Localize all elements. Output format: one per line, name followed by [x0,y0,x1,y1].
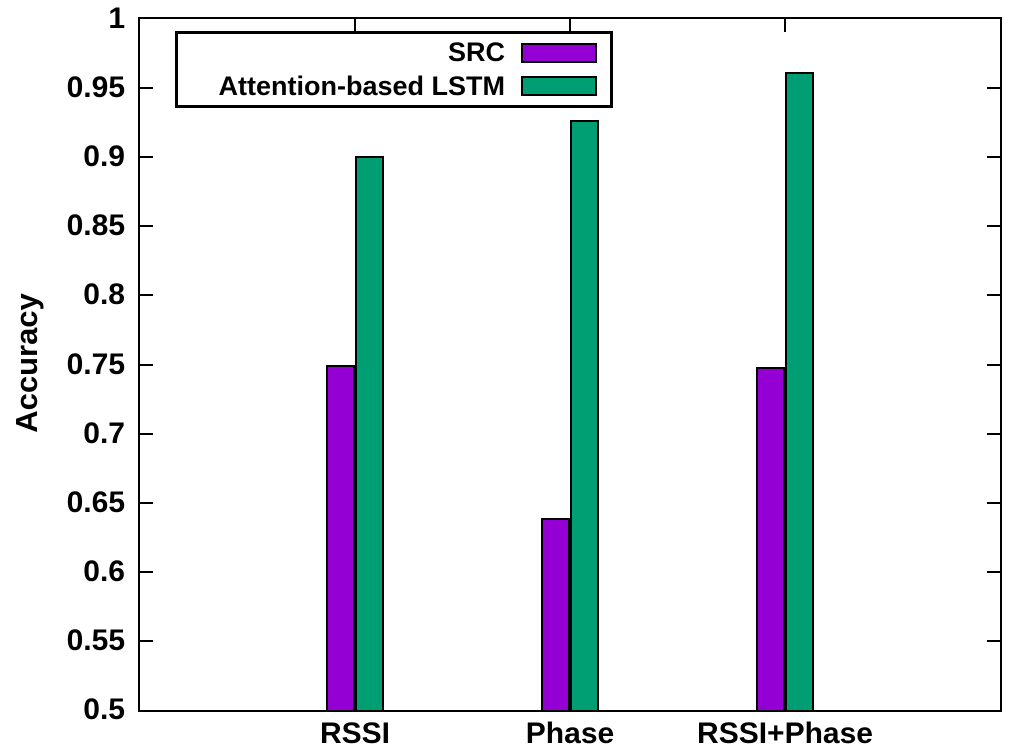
y-tick-label: 1 [108,2,125,35]
y-tick-mark [987,639,1000,642]
bar [570,119,599,712]
y-tick-label: 0.9 [83,140,125,174]
y-tick-mark [140,363,153,366]
y-tick-label: 0.8 [83,278,125,312]
y-tick-mark [140,294,153,297]
y-tick-mark [140,432,153,435]
y-tick-mark [987,432,1000,435]
bar [355,155,384,712]
legend-swatch [521,76,597,97]
y-tick-label: 0.55 [66,623,125,657]
y-tick-label: 0.75 [66,347,125,381]
y-tick-mark [140,639,153,642]
legend-label: SRC [447,37,505,68]
legend-box: SRC Attention-based LSTM [175,31,613,108]
bar [541,517,570,712]
y-tick-mark [987,156,1000,159]
x-tick-mark [784,19,786,32]
x-category-label: Phase [525,717,615,750]
y-tick-mark [140,570,153,573]
y-tick-label: 0.85 [66,209,125,243]
x-category-label: RSSI [319,717,391,750]
y-tick-label: 0.6 [83,554,125,588]
y-tick-mark [987,501,1000,504]
legend-item: Attention-based LSTM [178,70,610,101]
y-tick-label: 0.65 [66,485,125,519]
y-tick-mark [987,363,1000,366]
y-tick-mark [987,225,1000,228]
y-tick-mark [140,501,153,504]
y-tick-label: 0.95 [66,71,125,105]
x-tick-mark [354,19,356,32]
legend-item: SRC [178,39,610,66]
y-tick-label: 0.5 [83,693,125,726]
bar [785,71,814,712]
y-tick-mark [140,225,153,228]
y-tick-mark [987,87,1000,90]
bar [756,367,785,712]
x-category-label: RSSI+Phase [697,717,873,750]
y-tick-label: 0.7 [83,416,125,450]
x-tick-mark [569,19,571,32]
bar [326,364,355,712]
legend-label: Attention-based LSTM [218,70,505,101]
y-tick-mark [987,294,1000,297]
y-tick-mark [140,87,153,90]
y-tick-mark [987,570,1000,573]
legend-swatch [521,42,597,63]
y-tick-mark [140,156,153,159]
